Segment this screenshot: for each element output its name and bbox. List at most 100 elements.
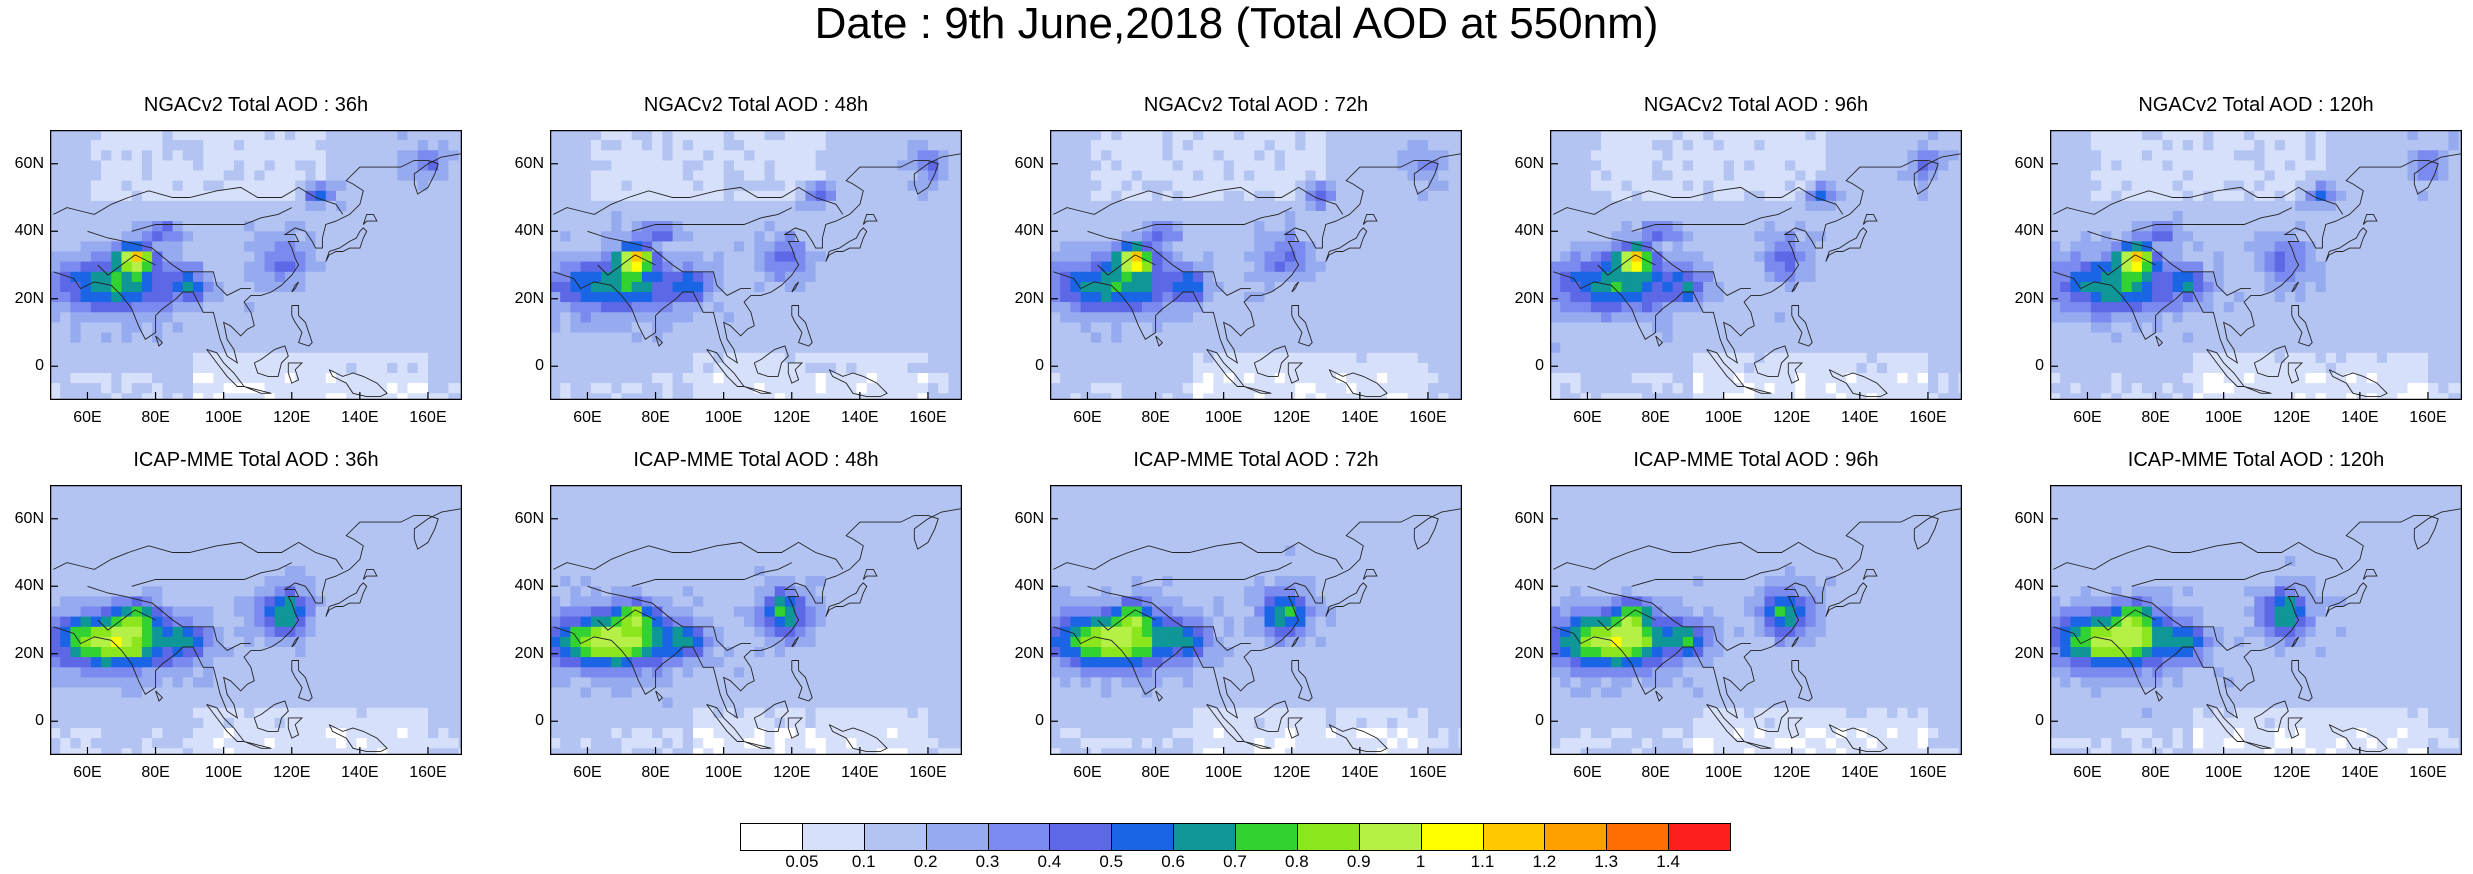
lat-tick-label: 0 [1035,357,1044,375]
lat-tick-label: 40N [1514,222,1544,240]
colorbar-label: 0.3 [975,852,1000,871]
colorbar-swatch [740,823,803,851]
lat-tick-label: 20N [14,289,44,307]
lat-tick-label: 60N [1014,509,1044,527]
lat-tick-label: 60N [14,509,44,527]
lat-tick-label: 40N [1014,222,1044,240]
lat-tick-label: 0 [2035,357,2044,375]
colorbar-swatch [1235,823,1298,851]
colorbar-swatch [1049,823,1113,851]
lon-tick-label: 160E [909,764,947,781]
lon-tick-label: 80E [1141,764,1170,781]
colorbar-swatch [1296,823,1360,851]
colorbar-swatch [863,823,927,851]
aod-map [50,130,462,400]
colorbar-swatch [1111,823,1175,851]
colorbar-label: 1.4 [1656,852,1680,871]
lon-tick-label: 160E [909,409,947,426]
aod-map [50,485,462,755]
lon-tick-label: 80E [1641,764,1670,781]
lon-tick-label: 120E [2273,764,2311,781]
lon-tick-label: 140E [341,764,379,781]
lat-tick-label: 20N [1014,644,1044,662]
colorbar-swatch [925,823,989,851]
aod-map [1550,130,1962,400]
colorbar-swatch [801,823,865,851]
colorbar-label: 1.3 [1594,852,1619,871]
lon-tick-label: 140E [2341,764,2379,781]
lon-tick-label: 160E [1409,764,1447,781]
lon-tick-label: 80E [641,409,670,426]
colorbar-label: 0.7 [1223,852,1247,871]
lon-tick-label: 100E [204,409,243,426]
lon-tick-label: 80E [641,764,670,781]
lat-tick-label: 20N [1014,289,1044,307]
lat-tick-label: 20N [2014,289,2044,307]
lon-tick-label: 140E [841,409,879,426]
panel-title: NGACv2 Total AOD : 96h [1643,94,1869,116]
lon-tick-label: 60E [573,409,602,426]
lon-tick-label: 140E [1841,409,1879,426]
lon-tick-label: 80E [141,764,170,781]
lon-tick-label: 60E [73,764,102,781]
colorbar-label: 1 [1415,852,1426,871]
aod-map [1050,485,1462,755]
colorbar-swatch [1358,823,1422,851]
lon-tick-label: 120E [273,764,311,781]
aod-map [1550,485,1962,755]
lon-tick-label: 80E [1641,409,1670,426]
lon-tick-label: 140E [1841,764,1879,781]
lon-tick-label: 120E [773,409,811,426]
colorbar-swatch [1544,823,1608,851]
colorbar-swatch [1420,823,1484,851]
lat-tick-label: 20N [14,644,44,662]
lon-tick-label: 160E [409,764,447,781]
lat-tick-label: 0 [1535,712,1544,730]
lon-tick-label: 140E [1341,409,1379,426]
lat-tick-label: 0 [1535,357,1544,375]
lat-tick-label: 0 [535,712,544,730]
colorbar-label: 1.2 [1532,852,1557,871]
lon-tick-label: 100E [1704,764,1743,781]
panel-title: ICAP-MME Total AOD : 72h [1133,449,1379,471]
lon-tick-label: 60E [573,764,602,781]
panel-title: ICAP-MME Total AOD : 120h [2127,449,2385,471]
lon-tick-label: 140E [1341,764,1379,781]
lat-tick-label: 20N [514,289,544,307]
colorbar-swatch [987,823,1051,851]
colorbar-swatch [1668,823,1731,851]
lon-tick-label: 120E [2273,409,2311,426]
lat-tick-label: 0 [35,712,44,730]
colorbar-label: 0.2 [913,852,938,871]
aod-map [1050,130,1462,400]
panel-title: NGACv2 Total AOD : 36h [143,94,369,116]
lat-tick-label: 40N [514,577,544,595]
colorbar [740,823,1731,853]
colorbar-label: 0.6 [1161,852,1185,871]
lon-tick-label: 120E [1273,409,1311,426]
colorbar-swatch [1173,823,1236,851]
lon-tick-label: 100E [2204,764,2243,781]
lat-tick-label: 60N [514,154,544,172]
lon-tick-label: 100E [704,764,743,781]
lon-tick-label: 160E [2409,409,2447,426]
lat-tick-label: 60N [514,509,544,527]
lat-tick-label: 60N [14,154,44,172]
lon-tick-label: 120E [1773,409,1811,426]
lon-tick-label: 100E [1204,409,1243,426]
lon-tick-label: 60E [1073,409,1102,426]
lat-tick-label: 0 [535,357,544,375]
colorbar-label: 0.05 [785,852,819,871]
figure-title: Date : 9th June,2018 (Total AOD at 550nm… [814,0,1659,48]
aod-map [550,485,962,755]
aod-map [2050,485,2462,755]
lon-tick-label: 60E [73,409,102,426]
colorbar-label: 1.1 [1470,852,1495,871]
lat-tick-label: 0 [2035,712,2044,730]
lat-tick-label: 20N [514,644,544,662]
lon-tick-label: 80E [2141,409,2170,426]
lon-tick-label: 60E [1573,409,1602,426]
panel-title: NGACv2 Total AOD : 120h [2138,94,2374,116]
colorbar-swatch [1606,823,1670,851]
panel-title: NGACv2 Total AOD : 48h [643,94,869,116]
